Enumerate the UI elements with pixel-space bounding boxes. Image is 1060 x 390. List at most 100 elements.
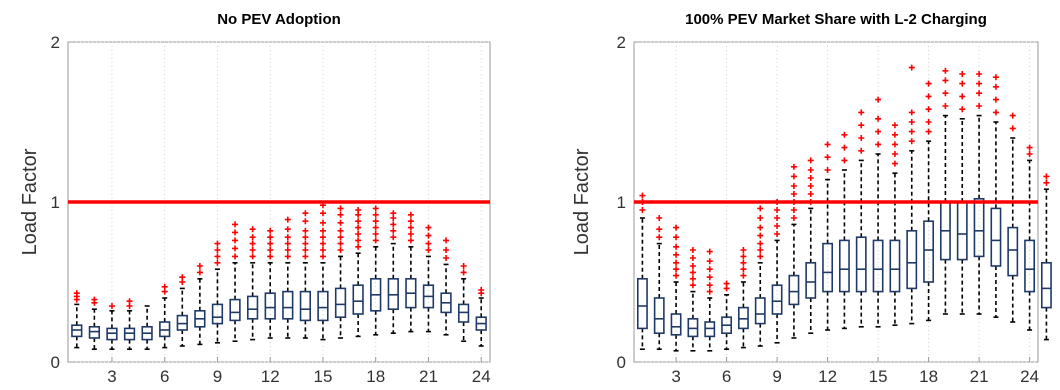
- outlier-point: [284, 253, 291, 260]
- outlier-point: [807, 157, 814, 164]
- outlier-point: [319, 253, 326, 260]
- outlier-point: [337, 247, 344, 253]
- outlier-point: [337, 240, 344, 247]
- outlier-point: [959, 71, 966, 77]
- x-tick-label: 9: [772, 367, 781, 386]
- outlier-point: [91, 296, 98, 303]
- outlier-point: [319, 240, 326, 247]
- x-tick-label: 24: [472, 367, 491, 386]
- box-hour-2: [653, 215, 665, 351]
- outlier-point: [959, 80, 966, 87]
- outlier-point: [656, 226, 663, 233]
- outlier-point: [390, 221, 397, 228]
- box-hour-14: [855, 109, 867, 328]
- box-iqr: [923, 220, 935, 283]
- outlier-point: [807, 175, 814, 181]
- box-hour-23: [1007, 112, 1019, 323]
- chart-panel-100-pev: 100% PEV Market Share with L-2 Charging L…: [571, 11, 1052, 386]
- outlier-point: [757, 232, 764, 239]
- x-tick-label: 18: [919, 367, 938, 386]
- outlier-point: [319, 227, 326, 234]
- outlier-point: [757, 215, 764, 221]
- outlier-point: [425, 240, 432, 247]
- outlier-point: [337, 205, 344, 212]
- outlier-point: [790, 215, 797, 221]
- outlier-point: [790, 183, 797, 189]
- box-hour-1: [636, 192, 648, 351]
- x-tick-label: 18: [366, 367, 385, 386]
- outlier-point: [390, 210, 397, 217]
- box-hour-17: [906, 64, 918, 325]
- outlier-point: [790, 207, 797, 213]
- outlier-point: [992, 109, 999, 116]
- outlier-point: [824, 167, 831, 173]
- outlier-point: [673, 224, 680, 231]
- outlier-point: [302, 234, 309, 241]
- outlier-point: [689, 247, 696, 253]
- outlier-point: [390, 227, 397, 234]
- outlier-point: [425, 224, 432, 231]
- box-iqr: [176, 314, 188, 331]
- outlier-point: [790, 191, 797, 197]
- outlier-point: [908, 64, 915, 71]
- outlier-point: [249, 240, 256, 247]
- outlier-point: [824, 154, 831, 161]
- box-iqr: [906, 230, 918, 290]
- outlier-point: [407, 231, 414, 237]
- outlier-point: [925, 80, 932, 87]
- outlier-point: [372, 211, 379, 218]
- outlier-point: [460, 263, 467, 269]
- box-hour-12: [822, 141, 834, 331]
- outlier-point: [706, 258, 713, 265]
- outlier-point: [232, 253, 239, 260]
- outlier-point: [390, 234, 397, 241]
- outlier-point: [319, 234, 326, 241]
- box-hour-5: [704, 248, 716, 352]
- outlier-point: [740, 247, 747, 253]
- box-hour-6: [721, 280, 733, 351]
- x-tick-label: 24: [1020, 367, 1039, 386]
- outlier-point: [355, 218, 362, 225]
- outlier-point: [992, 74, 999, 81]
- outlier-point: [1009, 112, 1016, 119]
- y-axis-label: Load Factor: [571, 148, 593, 255]
- box-hour-16: [889, 122, 901, 327]
- x-tick-label: 6: [722, 367, 731, 386]
- outlier-point: [858, 109, 865, 116]
- box-hour-17: [352, 207, 364, 338]
- outlier-point: [161, 283, 168, 290]
- outlier-point: [372, 224, 379, 231]
- outlier-point: [673, 272, 680, 279]
- outlier-point: [976, 71, 983, 77]
- x-tick-label: 21: [970, 367, 989, 386]
- outlier-point: [673, 266, 680, 273]
- outlier-point: [706, 248, 713, 255]
- box-hour-2: [88, 296, 101, 351]
- x-tick-label: 12: [261, 367, 280, 386]
- outlier-point: [976, 80, 983, 87]
- box-hour-25: [1040, 173, 1052, 341]
- outlier-point: [891, 160, 898, 167]
- box-iqr: [299, 290, 312, 322]
- outlier-point: [319, 219, 326, 226]
- outlier-point: [706, 282, 713, 289]
- y-tick-label: 2: [51, 33, 60, 52]
- box-iqr: [1007, 226, 1019, 277]
- outlier-point: [196, 263, 203, 269]
- outlier-point: [355, 231, 362, 237]
- outlier-point: [407, 211, 414, 218]
- y-tick-label: 1: [51, 193, 60, 212]
- outlier-point: [267, 227, 274, 234]
- outlier-point: [807, 167, 814, 173]
- box-iqr: [211, 303, 224, 325]
- outlier-point: [959, 106, 966, 113]
- box-hour-15: [317, 202, 329, 341]
- outlier-point: [908, 128, 915, 135]
- outlier-point: [689, 282, 696, 289]
- box-iqr: [872, 239, 884, 293]
- box-hour-20: [405, 211, 417, 333]
- box-iqr: [956, 201, 968, 261]
- chart-title: 100% PEV Market Share with L-2 Charging: [685, 11, 987, 28]
- outlier-point: [925, 106, 932, 113]
